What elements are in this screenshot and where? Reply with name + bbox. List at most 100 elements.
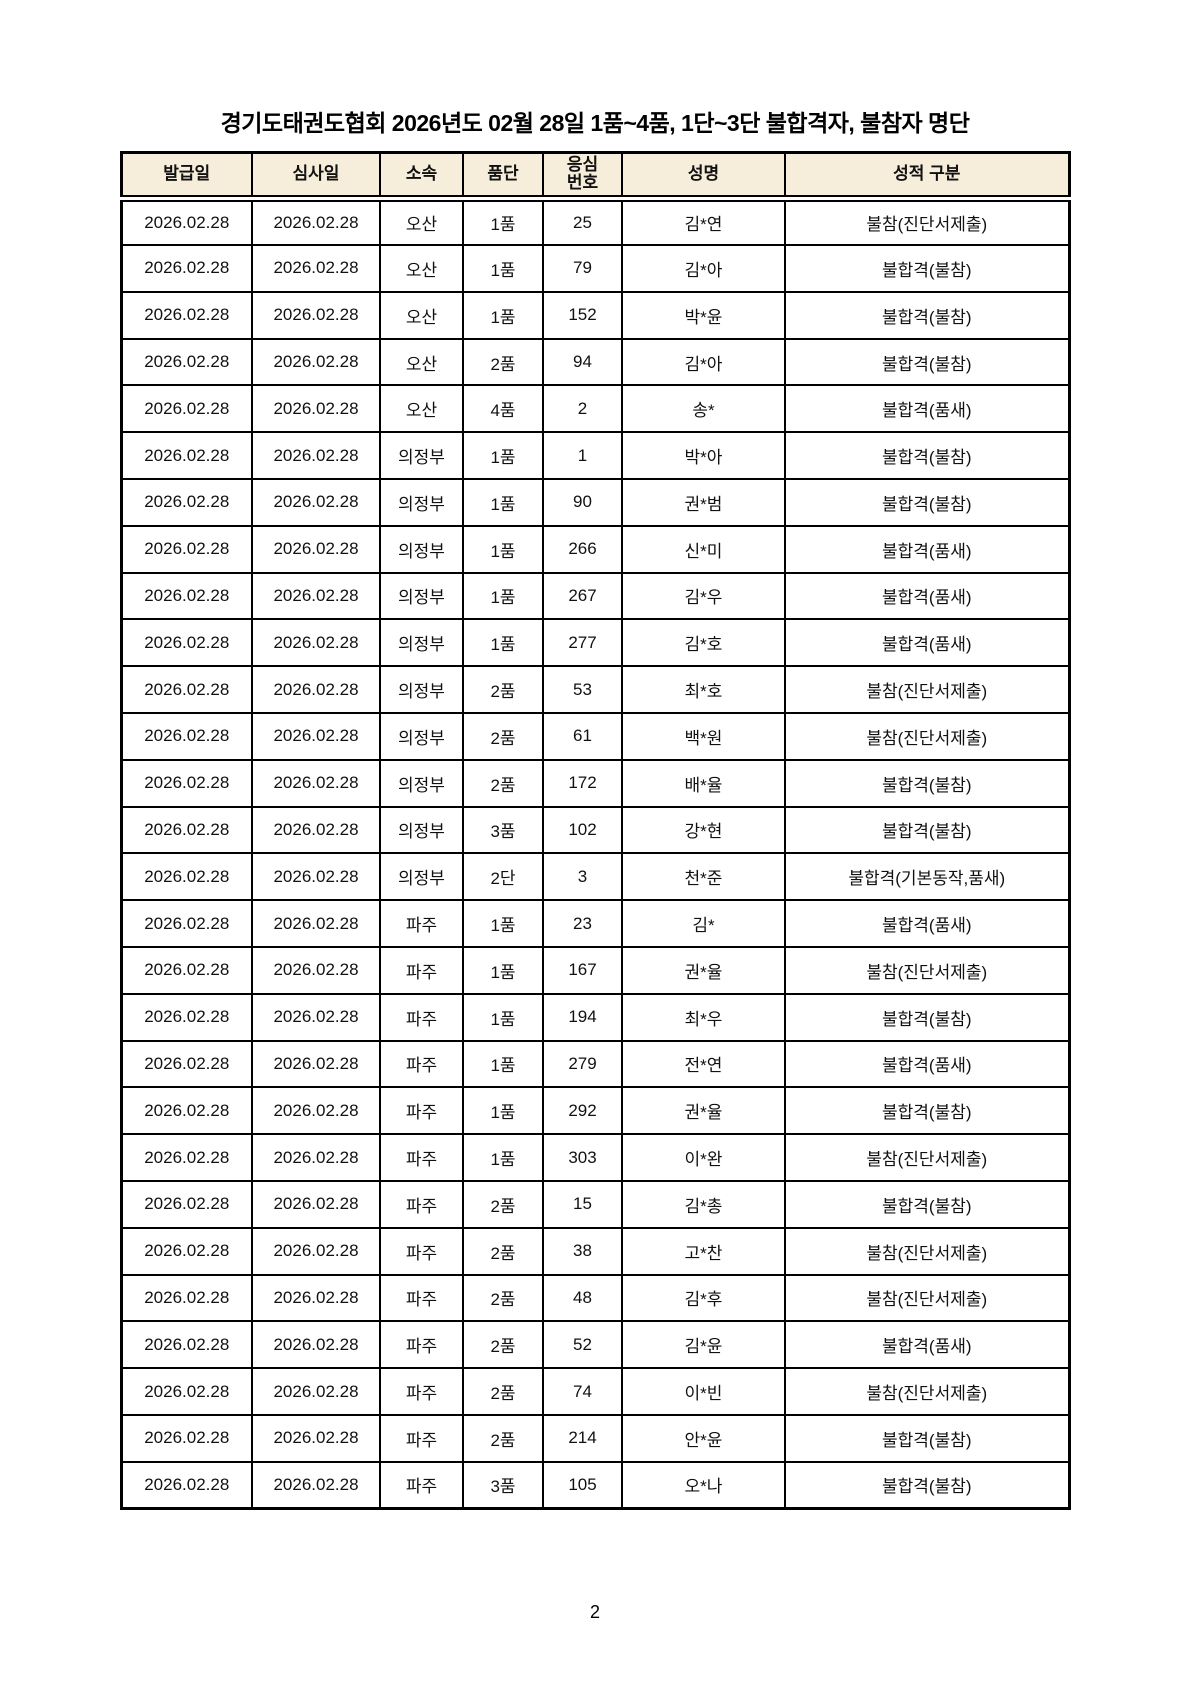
table-row: 2026.02.28 2026.02.28 파주 2품 52 김*윤 불합격(품새) bbox=[120, 1320, 1070, 1370]
cell-issue_date: 2026.02.28 bbox=[120, 992, 253, 1042]
table-row: 2026.02.28 2026.02.28 파주 2품 38 고*찬 불참(진단서제출) bbox=[120, 1226, 1070, 1276]
cell-issue_date: 2026.02.28 bbox=[120, 1226, 253, 1276]
page-title: 경기도태권도협회 2026년도 02월 28일 1품~4품, 1단~3단 불합격… bbox=[220, 110, 970, 136]
cell-branch: 파주 bbox=[379, 1226, 464, 1276]
cell-exam_date: 2026.02.28 bbox=[251, 1133, 381, 1182]
cell-issue_date: 2026.02.28 bbox=[120, 431, 253, 480]
cell-result: 불합격(불참) bbox=[784, 431, 1070, 480]
cell-issue_date: 2026.02.28 bbox=[120, 1133, 253, 1182]
cell-result: 불합격(불참) bbox=[784, 244, 1070, 293]
cell-name: 송* bbox=[621, 384, 786, 434]
cell-result: 불참(진단서제출) bbox=[784, 711, 1070, 761]
cell-rank: 1품 bbox=[462, 1086, 544, 1136]
cell-exam_date: 2026.02.28 bbox=[251, 290, 381, 340]
cell-branch: 파주 bbox=[379, 1320, 464, 1370]
cell-result: 불합격(불참) bbox=[784, 1413, 1070, 1463]
cell-branch: 파주 bbox=[379, 1179, 464, 1229]
cell-issue_date: 2026.02.28 bbox=[120, 945, 253, 995]
cell-branch: 의정부 bbox=[379, 852, 464, 902]
cell-result: 불합격(불참) bbox=[784, 992, 1070, 1042]
cell-issue_date: 2026.02.28 bbox=[120, 290, 253, 340]
cell-result: 불합격(불참) bbox=[784, 1086, 1070, 1136]
cell-rank: 1품 bbox=[462, 1039, 544, 1089]
cell-issue_date: 2026.02.28 bbox=[120, 852, 253, 902]
cell-issue_date: 2026.02.28 bbox=[120, 1320, 253, 1370]
cell-rank: 2품 bbox=[462, 1413, 544, 1463]
cell-rank: 2품 bbox=[462, 1273, 544, 1323]
cell-result: 불합격(품새) bbox=[784, 1320, 1070, 1370]
cell-exam_date: 2026.02.28 bbox=[251, 1226, 381, 1276]
cell-result: 불합격(불참) bbox=[784, 758, 1070, 808]
cell-result: 불합격(품새) bbox=[784, 899, 1070, 948]
cell-branch: 의정부 bbox=[379, 805, 464, 855]
cell-result: 불합격(품새) bbox=[784, 384, 1070, 434]
cell-rank: 1품 bbox=[462, 524, 544, 574]
table-row: 2026.02.28 2026.02.28 의정부 3품 102 강*현 불합격(불참) bbox=[120, 805, 1070, 855]
table-row: 2026.02.28 2026.02.28 파주 1품 167 권*율 불참(진단서제출) bbox=[120, 945, 1070, 995]
cell-branch: 파주 bbox=[379, 992, 464, 1042]
cell-rank: 1품 bbox=[462, 1133, 544, 1182]
cell-branch: 파주 bbox=[379, 1460, 464, 1510]
cell-rank: 2품 bbox=[462, 665, 544, 714]
cell-exam_date: 2026.02.28 bbox=[251, 571, 381, 621]
cell-app_no: 214 bbox=[542, 1413, 623, 1463]
cell-branch: 의정부 bbox=[379, 665, 464, 714]
cell-rank: 1품 bbox=[462, 618, 544, 668]
cell-app_no: 48 bbox=[542, 1273, 623, 1323]
table-row: 2026.02.28 2026.02.28 오산 2품 94 김*아 불합격(불참) bbox=[120, 337, 1070, 387]
cell-branch: 파주 bbox=[379, 1273, 464, 1323]
cell-exam_date: 2026.02.28 bbox=[251, 711, 381, 761]
cell-issue_date: 2026.02.28 bbox=[120, 618, 253, 668]
cell-result: 불참(진단서제출) bbox=[784, 945, 1070, 995]
column-header-result: 성적 구분 bbox=[784, 151, 1070, 202]
table-row: 2026.02.28 2026.02.28 의정부 1품 1 박*아 불합격(불참) bbox=[120, 431, 1070, 480]
cell-branch: 파주 bbox=[379, 899, 464, 948]
cell-branch: 오산 bbox=[379, 244, 464, 293]
table-body: 2026.02.28 2026.02.28 오산 1품 25 김*연 불참(진단서제출) 20… bbox=[120, 197, 1070, 1510]
cell-app_no: 1 bbox=[542, 431, 623, 480]
cell-issue_date: 2026.02.28 bbox=[120, 337, 253, 387]
cell-issue_date: 2026.02.28 bbox=[120, 1460, 253, 1510]
cell-issue_date: 2026.02.28 bbox=[120, 1039, 253, 1089]
cell-branch: 오산 bbox=[379, 197, 464, 247]
cell-issue_date: 2026.02.28 bbox=[120, 899, 253, 948]
page-number: 2 bbox=[589, 1602, 600, 1622]
cell-name: 배*율 bbox=[621, 758, 786, 808]
cell-branch: 의정부 bbox=[379, 431, 464, 480]
cell-app_no: 74 bbox=[542, 1367, 623, 1416]
cell-exam_date: 2026.02.28 bbox=[251, 1039, 381, 1089]
cell-app_no: 94 bbox=[542, 337, 623, 387]
cell-rank: 2품 bbox=[462, 1226, 544, 1276]
cell-exam_date: 2026.02.28 bbox=[251, 478, 381, 527]
cell-branch: 의정부 bbox=[379, 571, 464, 621]
cell-app_no: 152 bbox=[542, 290, 623, 340]
cell-name: 김*호 bbox=[621, 618, 786, 668]
cell-app_no: 167 bbox=[542, 945, 623, 995]
cell-name: 김*우 bbox=[621, 571, 786, 621]
cell-app_no: 23 bbox=[542, 899, 623, 948]
cell-app_no: 266 bbox=[542, 524, 623, 574]
cell-name: 최*우 bbox=[621, 992, 786, 1042]
cell-rank: 4품 bbox=[462, 384, 544, 434]
cell-name: 천*준 bbox=[621, 852, 786, 902]
cell-issue_date: 2026.02.28 bbox=[120, 1273, 253, 1323]
cell-app_no: 172 bbox=[542, 758, 623, 808]
column-header-name: 성명 bbox=[621, 151, 786, 202]
table-row: 2026.02.28 2026.02.28 파주 1품 279 전*연 불합격(품새) bbox=[120, 1039, 1070, 1089]
table-row: 2026.02.28 2026.02.28 의정부 1품 277 김*호 불합격(품새) bbox=[120, 618, 1070, 668]
cell-app_no: 267 bbox=[542, 571, 623, 621]
table-row: 2026.02.28 2026.02.28 파주 2품 15 김*총 불합격(불참) bbox=[120, 1179, 1070, 1229]
cell-branch: 의정부 bbox=[379, 618, 464, 668]
cell-name: 김* bbox=[621, 899, 786, 948]
cell-rank: 1품 bbox=[462, 945, 544, 995]
cell-branch: 파주 bbox=[379, 1133, 464, 1182]
cell-result: 불합격(품새) bbox=[784, 1039, 1070, 1089]
cell-result: 불합격(품새) bbox=[784, 618, 1070, 668]
cell-result: 불참(진단서제출) bbox=[784, 1367, 1070, 1416]
cell-branch: 의정부 bbox=[379, 711, 464, 761]
cell-result: 불합격(불참) bbox=[784, 805, 1070, 855]
column-header-exam_date: 심사일 bbox=[251, 151, 381, 202]
cell-app_no: 279 bbox=[542, 1039, 623, 1089]
cell-rank: 1품 bbox=[462, 478, 544, 527]
cell-app_no: 292 bbox=[542, 1086, 623, 1136]
